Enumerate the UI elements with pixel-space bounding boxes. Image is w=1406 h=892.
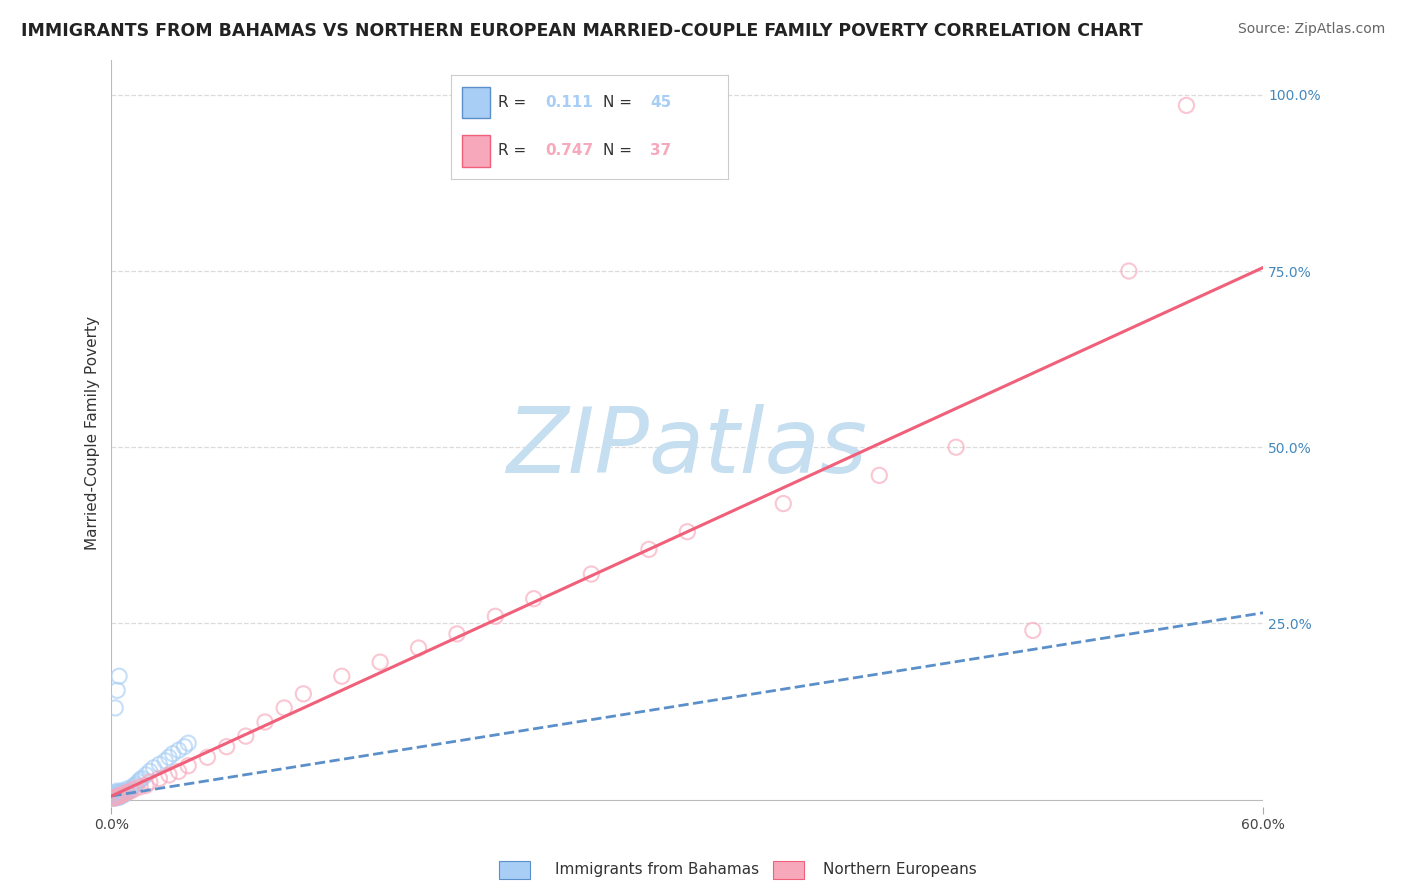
Point <box>581 567 603 582</box>
Point <box>103 790 125 805</box>
Text: Northern Europeans: Northern Europeans <box>823 863 976 877</box>
Point <box>104 789 127 803</box>
Point <box>103 789 125 803</box>
Point <box>124 779 146 793</box>
Point <box>103 791 125 805</box>
Point <box>1118 264 1140 278</box>
Point <box>523 591 546 606</box>
Point <box>484 609 506 624</box>
Point <box>108 669 131 683</box>
Point <box>104 789 127 804</box>
Point <box>162 747 184 761</box>
Point <box>177 758 200 772</box>
Point <box>110 784 132 798</box>
Point <box>110 789 132 803</box>
Point <box>118 784 141 798</box>
Point <box>292 687 315 701</box>
Point <box>142 761 165 775</box>
Point <box>108 790 131 805</box>
Point <box>115 785 138 799</box>
Point <box>115 782 138 797</box>
Point <box>110 787 132 801</box>
Point <box>139 775 162 789</box>
Point <box>125 777 148 791</box>
Point <box>330 669 353 683</box>
Point <box>104 791 127 805</box>
Text: Immigrants from Bahamas: Immigrants from Bahamas <box>555 863 759 877</box>
Point <box>105 787 128 801</box>
Point <box>135 779 157 793</box>
Text: Source: ZipAtlas.com: Source: ZipAtlas.com <box>1237 22 1385 37</box>
Point <box>103 788 125 802</box>
Point <box>253 714 276 729</box>
Point <box>868 468 890 483</box>
Text: IMMIGRANTS FROM BAHAMAS VS NORTHERN EUROPEAN MARRIED-COUPLE FAMILY POVERTY CORRE: IMMIGRANTS FROM BAHAMAS VS NORTHERN EURO… <box>21 22 1143 40</box>
Point <box>129 772 152 787</box>
Point <box>446 627 468 641</box>
Point <box>104 785 127 799</box>
Point <box>108 785 131 799</box>
Point <box>157 750 180 764</box>
Point <box>114 784 136 798</box>
Point <box>110 789 132 803</box>
Point <box>148 757 170 772</box>
Point <box>408 640 430 655</box>
Point <box>111 785 134 799</box>
Point <box>638 542 661 557</box>
Point <box>127 775 149 789</box>
Y-axis label: Married-Couple Family Poverty: Married-Couple Family Poverty <box>86 316 100 550</box>
Point <box>676 524 699 539</box>
Point <box>121 780 143 794</box>
Point <box>1175 98 1198 112</box>
Point <box>105 789 128 804</box>
Point <box>772 497 794 511</box>
Point <box>167 743 190 757</box>
Point <box>129 780 152 794</box>
Point <box>104 790 127 805</box>
Point <box>111 789 134 803</box>
Point <box>273 701 295 715</box>
Point <box>120 784 142 798</box>
Point <box>215 739 238 754</box>
Point <box>1022 624 1045 638</box>
Point <box>368 655 391 669</box>
Point <box>103 791 125 805</box>
Point <box>157 768 180 782</box>
Point <box>124 782 146 797</box>
Point <box>235 729 257 743</box>
Point <box>111 787 134 801</box>
Point <box>108 789 131 803</box>
Point <box>105 790 128 805</box>
Point <box>139 764 162 779</box>
Point <box>115 785 138 799</box>
Point <box>945 440 967 454</box>
Point <box>167 764 190 779</box>
Point <box>135 768 157 782</box>
Point <box>173 739 195 754</box>
Point <box>197 750 219 764</box>
Point <box>108 789 131 803</box>
Point <box>148 772 170 786</box>
Point <box>114 787 136 801</box>
Point <box>105 789 128 803</box>
Point <box>131 772 153 786</box>
Point <box>153 754 176 768</box>
Point <box>120 782 142 797</box>
Point <box>105 784 128 798</box>
Text: ZIPatlas: ZIPatlas <box>508 404 868 492</box>
Point <box>105 683 128 698</box>
Point <box>104 701 127 715</box>
Point <box>177 736 200 750</box>
